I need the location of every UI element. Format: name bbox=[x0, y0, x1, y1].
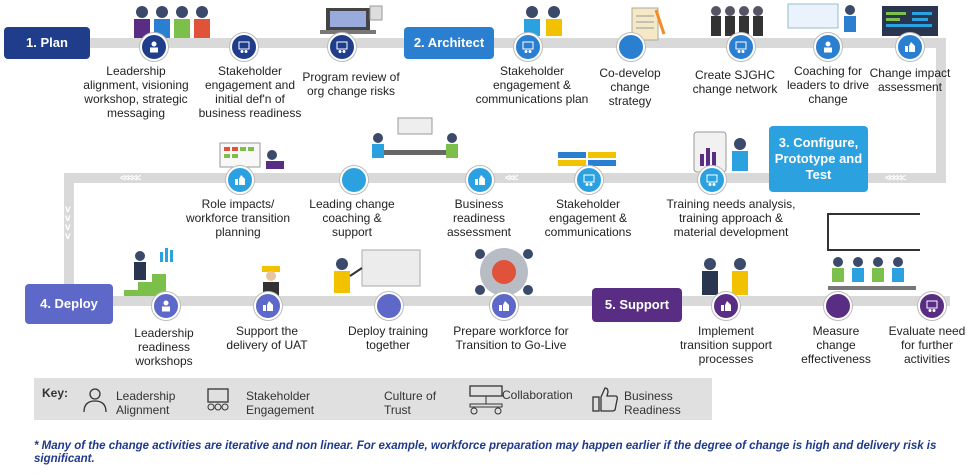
stakeholder-icon bbox=[336, 41, 348, 53]
node-role-impacts[interactable] bbox=[226, 166, 254, 194]
node-business-readiness[interactable] bbox=[466, 166, 494, 194]
track-right-1 bbox=[936, 38, 946, 183]
node-stakeholder-comm-plan[interactable] bbox=[514, 33, 542, 61]
label-prepare-workforce: Prepare workforce for Transition to Go-L… bbox=[453, 324, 569, 352]
node-change-impact[interactable] bbox=[896, 33, 924, 61]
track-row-2 bbox=[64, 173, 946, 183]
dashboard-illustration bbox=[882, 6, 938, 36]
node-program-review[interactable] bbox=[328, 33, 356, 61]
trainer-illustration bbox=[334, 249, 421, 293]
key-label-collaboration: Collaboration bbox=[502, 388, 573, 402]
label-role-impacts: Role impacts/ workforce transition plann… bbox=[185, 197, 291, 239]
readiness-icon bbox=[475, 175, 485, 185]
label-business-readiness: Business readiness assessment bbox=[446, 197, 512, 239]
stairs-illustration bbox=[124, 248, 173, 296]
phase-support[interactable]: 5. Support bbox=[592, 288, 682, 322]
clipboard-illustration bbox=[631, 7, 666, 41]
footnote: * Many of the change activities are iter… bbox=[34, 440, 937, 465]
readiness-icon bbox=[235, 175, 245, 185]
leadership-icon bbox=[150, 41, 158, 53]
meeting-illustration bbox=[372, 117, 458, 158]
track-chevron: <<<<< bbox=[120, 173, 141, 184]
label-deploy-training: Deploy training together bbox=[347, 324, 429, 352]
node-prepare-workforce[interactable] bbox=[490, 292, 518, 320]
label-leading-change: Leading change coaching & support bbox=[309, 197, 395, 239]
node-coaching-leaders[interactable] bbox=[814, 33, 842, 61]
node-codevelop-strategy[interactable] bbox=[617, 33, 645, 61]
label-support-uat: Support the delivery of UAT bbox=[226, 324, 308, 352]
stakeholder-icon bbox=[583, 174, 595, 186]
collaboration-icon bbox=[469, 385, 503, 415]
node-implement-support[interactable] bbox=[712, 292, 740, 320]
network-people-illustration bbox=[711, 6, 763, 36]
stakeholder-icon bbox=[926, 300, 938, 312]
label-leadership-readiness: Leadership readiness workshops bbox=[134, 326, 194, 368]
phase-architect[interactable]: 2. Architect bbox=[404, 27, 494, 59]
readiness-icon bbox=[263, 301, 273, 311]
track-left-2 bbox=[64, 173, 74, 305]
leadership-icon bbox=[162, 300, 170, 312]
label-change-impact: Change impact assessment bbox=[869, 66, 951, 94]
laptop-illustration bbox=[320, 5, 383, 34]
stakeholder-icon bbox=[522, 41, 534, 53]
node-leadership-alignment[interactable] bbox=[140, 33, 168, 61]
readiness-icon bbox=[905, 42, 915, 52]
label-leadership-alignment: Leadership alignment, visioning workshop… bbox=[83, 64, 189, 120]
readiness-icon bbox=[721, 301, 731, 311]
phase-plan[interactable]: 1. Plan bbox=[4, 27, 90, 59]
label-stakeholder-comms: Stakeholder engagement & communications bbox=[544, 197, 632, 239]
team-illustration bbox=[524, 6, 562, 36]
label-measure-effectiveness: Measure change effectiveness bbox=[801, 324, 871, 366]
stakeholder-icon bbox=[735, 41, 747, 53]
key-legend: Key: Leadership Alignment Stakeholder En… bbox=[34, 378, 712, 420]
node-evaluate-need[interactable] bbox=[918, 292, 946, 320]
node-support-uat[interactable] bbox=[254, 292, 282, 320]
label-program-review: Program review of org change risks bbox=[302, 70, 400, 98]
stakeholder-icon bbox=[238, 41, 250, 53]
key-title: Key: bbox=[42, 386, 69, 400]
readiness-icon bbox=[499, 301, 509, 311]
key-label-leadership: Leadership Alignment bbox=[116, 389, 176, 417]
key-label-trust: Culture of Trust bbox=[384, 389, 437, 417]
phase-deploy[interactable]: 4. Deploy bbox=[25, 284, 113, 324]
node-training-needs[interactable] bbox=[698, 166, 726, 194]
stakeholder-icon bbox=[207, 388, 229, 411]
label-stakeholder-engagement-initial: Stakeholder engagement and initial def'n… bbox=[198, 64, 302, 120]
chart-board-illustration bbox=[219, 142, 284, 169]
phase-configure[interactable]: 3. Configure, Prototype and Test bbox=[769, 126, 868, 192]
label-coaching-leaders: Coaching for leaders to drive change bbox=[786, 64, 870, 106]
node-stakeholder-comms[interactable] bbox=[575, 166, 603, 194]
folders-illustration bbox=[558, 152, 616, 166]
readiness-icon bbox=[592, 387, 618, 412]
handshake-illustration bbox=[702, 258, 748, 295]
audience-illustration bbox=[827, 213, 920, 290]
node-deploy-training[interactable] bbox=[375, 292, 403, 320]
node-leadership-readiness[interactable] bbox=[152, 292, 180, 320]
label-codevelop-strategy: Co-develop change strategy bbox=[599, 66, 661, 108]
stakeholder-icon bbox=[706, 174, 718, 186]
people-illustration bbox=[134, 6, 210, 38]
label-create-network: Create SJGHC change network bbox=[692, 68, 778, 96]
leadership-icon bbox=[824, 41, 832, 53]
leadership-icon bbox=[83, 388, 107, 413]
track-chevron: <<<<< bbox=[885, 173, 906, 184]
node-create-network[interactable] bbox=[727, 33, 755, 61]
tablet-illustration bbox=[693, 131, 748, 173]
node-leading-change[interactable] bbox=[340, 166, 368, 194]
label-stakeholder-comm-plan: Stakeholder engagement & communications … bbox=[475, 64, 589, 106]
track-chevron: <<< bbox=[505, 173, 518, 184]
node-stakeholder-engagement-initial[interactable] bbox=[230, 33, 258, 61]
label-training-needs: Training needs analysis, training approa… bbox=[666, 197, 796, 239]
label-implement-support: Implement transition support processes bbox=[679, 324, 773, 366]
key-label-readiness: Business Readiness bbox=[624, 389, 681, 417]
presentation-illustration bbox=[787, 3, 856, 32]
key-label-stakeholder: Stakeholder Engagement bbox=[246, 389, 315, 417]
label-evaluate-need: Evaluate need for further activities bbox=[888, 324, 966, 366]
gears-illustration bbox=[475, 248, 533, 296]
node-measure-effectiveness[interactable] bbox=[824, 292, 852, 320]
